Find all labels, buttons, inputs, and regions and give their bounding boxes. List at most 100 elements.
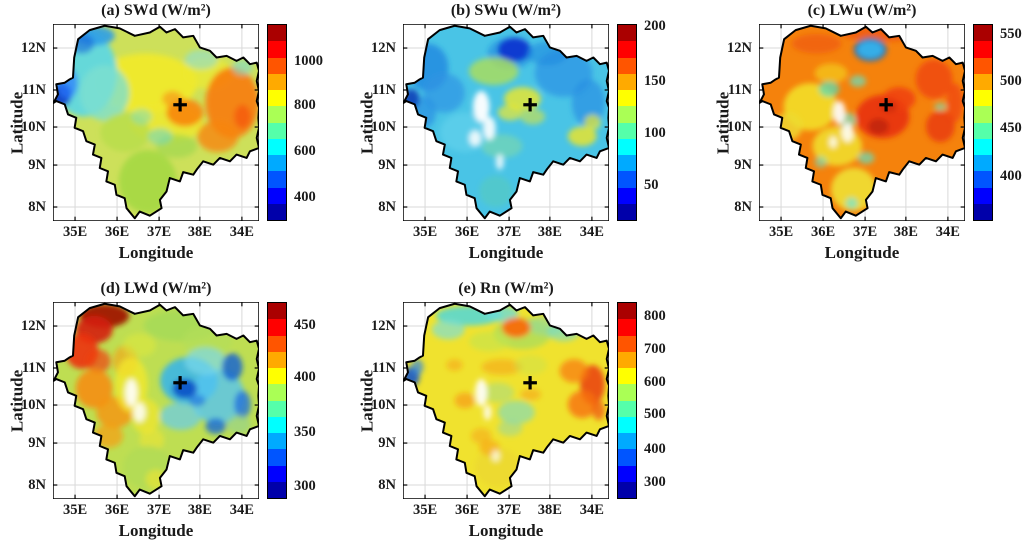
panel-title: (c) LWu (W/m²) — [807, 2, 917, 19]
basin-outline — [760, 26, 965, 218]
colorbar-segment — [268, 481, 286, 498]
map-plot — [53, 302, 259, 499]
colorbar-segment — [618, 41, 636, 58]
y-tick-label: 10N — [21, 397, 46, 414]
colorbar-segment — [618, 90, 636, 107]
colorbar-segment — [618, 203, 636, 220]
colorbar-tick-label: 100 — [644, 125, 666, 142]
colorbar — [617, 302, 637, 499]
x-tick-label: 37E — [496, 502, 522, 518]
map-plot — [403, 24, 609, 221]
y-tick-label: 12N — [371, 318, 396, 335]
colorbar-tick-label: 300 — [644, 474, 666, 491]
x-tick-label: 34E — [935, 224, 960, 240]
colorbar-segment — [974, 90, 992, 107]
colorbar-tick-label: 450 — [1000, 120, 1022, 137]
station-marker-icon — [523, 376, 537, 389]
colorbar-segment — [268, 368, 286, 385]
station-marker-icon — [173, 376, 187, 389]
colorbar-segment — [618, 122, 636, 139]
colorbar-segment — [618, 465, 636, 482]
x-axis-label: Longitude — [468, 521, 544, 540]
colorbar-segment — [974, 138, 992, 155]
colorbar-segment — [268, 303, 286, 320]
colorbar-segment — [974, 57, 992, 74]
x-tick-label: 36E — [454, 224, 480, 240]
colorbar-segment — [618, 73, 636, 90]
colorbar-segment — [974, 25, 992, 42]
y-tick-label: 9N — [734, 157, 752, 174]
colorbar-segment — [268, 90, 286, 107]
x-axis-label: Longitude — [118, 521, 194, 540]
colorbar-segment — [618, 303, 636, 320]
basin-outline — [404, 26, 609, 218]
colorbar-segment — [618, 416, 636, 433]
colorbar-segment — [268, 155, 286, 172]
panel-title: (e) Rn (W/m²) — [458, 280, 554, 297]
x-tick-label: 35E — [768, 224, 794, 240]
basin-outline — [54, 304, 259, 496]
colorbar-segment — [974, 41, 992, 58]
y-tick-label: 9N — [28, 435, 46, 452]
colorbar-segment — [618, 433, 636, 450]
y-tick-label: 11N — [21, 359, 46, 376]
colorbar-tick-label: 300 — [294, 477, 316, 494]
colorbar-tick-label: 400 — [294, 368, 316, 385]
y-tick-label: 9N — [28, 157, 46, 174]
panel-title: (b) SWu (W/m²) — [450, 2, 562, 19]
figure: { "figure": {"background": "#ffffff", "g… — [7, 2, 1022, 540]
colorbar-segment — [974, 73, 992, 90]
colorbar-segment — [268, 335, 286, 352]
y-tick-label: 11N — [21, 81, 46, 98]
colorbar-segment — [618, 351, 636, 368]
colorbar-segment — [974, 203, 992, 220]
x-tick-label: 36E — [104, 502, 130, 518]
map-plot — [53, 24, 259, 221]
colorbar-segment — [974, 187, 992, 204]
colorbar-tick-label: 550 — [1000, 25, 1022, 42]
x-tick-label: 34E — [579, 502, 604, 518]
y-tick-label: 12N — [21, 318, 46, 335]
colorbar-segment — [618, 335, 636, 352]
x-tick-label: 37E — [146, 224, 172, 240]
station-marker-icon — [523, 98, 537, 111]
colorbar-segment — [618, 481, 636, 498]
y-tick-label: 8N — [28, 477, 46, 493]
panel-rn: (e) Rn (W/m²) Latitude Longitude 12N 11N 1… — [350, 278, 690, 556]
x-tick-label: 38E — [537, 502, 562, 518]
colorbar-segment — [618, 449, 636, 466]
colorbar-segment — [974, 122, 992, 139]
colorbar-tick-label: 800 — [644, 307, 666, 324]
colorbar-segment — [974, 106, 992, 123]
station-marker-icon — [173, 98, 187, 111]
x-axis-label: Longitude — [468, 243, 544, 262]
x-axis-label: Longitude — [118, 243, 194, 262]
y-tick-label: 10N — [727, 119, 752, 136]
x-tick-label: 37E — [852, 224, 878, 240]
panel-title: (d) LWd (W/m²) — [100, 280, 212, 297]
colorbar-tick-label: 600 — [644, 373, 666, 390]
colorbar-segment — [974, 155, 992, 172]
y-tick-label: 11N — [371, 81, 396, 98]
y-tick-label: 11N — [727, 81, 752, 98]
colorbar-tick-label: 150 — [644, 73, 666, 90]
colorbar-segment — [618, 171, 636, 188]
basin-fill — [403, 303, 609, 497]
basin-fill — [403, 25, 609, 219]
x-tick-label: 36E — [810, 224, 836, 240]
colorbar — [267, 302, 287, 499]
y-tick-label: 12N — [727, 40, 752, 57]
y-tick-label: 8N — [378, 199, 396, 215]
colorbar — [617, 24, 637, 221]
colorbar-segment — [268, 41, 286, 58]
x-tick-label: 38E — [893, 224, 918, 240]
y-tick-label: 12N — [371, 40, 396, 57]
basin-fill — [53, 25, 259, 219]
y-tick-label: 10N — [21, 119, 46, 136]
colorbar-segment — [268, 416, 286, 433]
colorbar-tick-label: 500 — [644, 406, 666, 423]
y-tick-label: 8N — [28, 199, 46, 215]
x-axis-label: Longitude — [824, 243, 900, 262]
y-tick-label: 9N — [378, 157, 396, 174]
colorbar-tick-label: 350 — [294, 424, 316, 441]
